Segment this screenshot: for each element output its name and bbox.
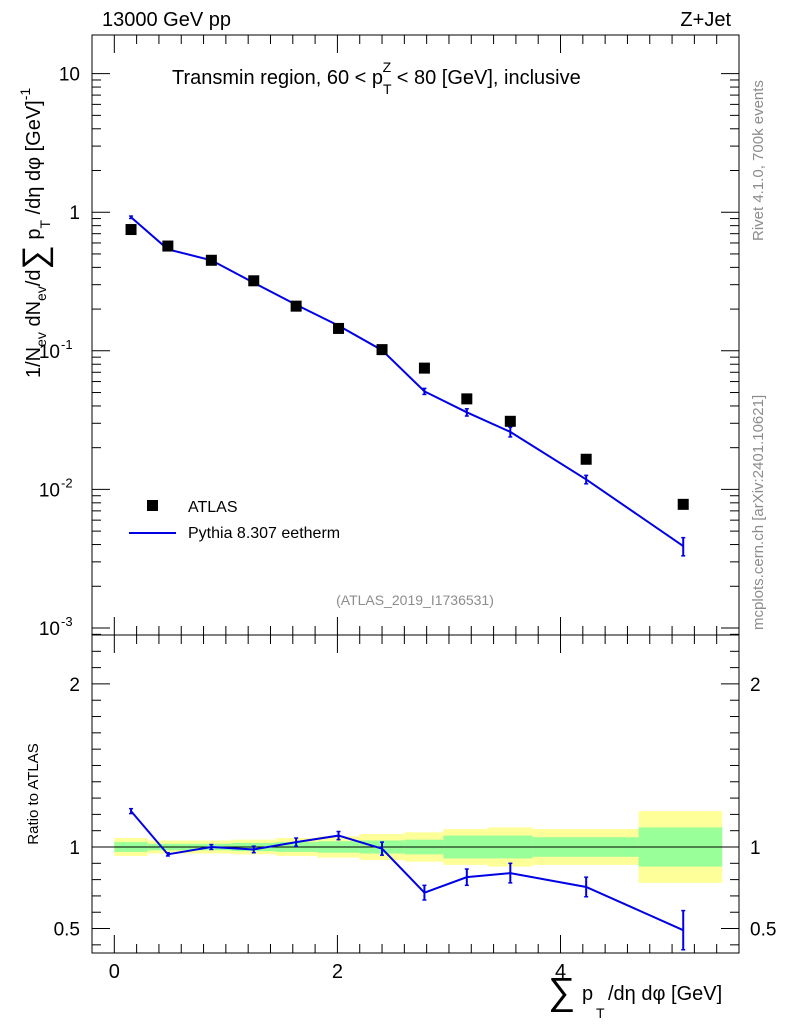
- side-label-bottom: mcplots.cern.ch [arXiv:2401.10621]: [750, 395, 767, 630]
- main-ytick-label: 10: [39, 342, 60, 363]
- atlas-point: [290, 300, 302, 312]
- xtick-label: 0: [109, 961, 120, 983]
- main-ytick-exponent: -3: [61, 614, 73, 629]
- ratio-ytick-label-left: 0.5: [54, 920, 80, 941]
- atlas-point: [333, 322, 345, 334]
- ratio-ytick-label-right: 2: [750, 675, 761, 696]
- ratio-ytick-label-right: 1: [750, 838, 761, 859]
- title-prefix: Transmin region, 60 < p: [172, 67, 383, 89]
- ylabel-part1: 1/N: [23, 347, 45, 378]
- atlas-point: [504, 415, 516, 427]
- main-ytick-exponent: -1: [61, 337, 73, 352]
- atlas-point: [418, 362, 430, 374]
- title-sub: T: [383, 81, 392, 97]
- legend-mc-label: Pythia 8.307 eetherm: [188, 525, 340, 542]
- ratio-mc-line: [130, 810, 684, 932]
- ylabel-part4: p: [23, 229, 45, 246]
- legend: ATLAS Pythia 8.307 eetherm: [129, 499, 340, 542]
- xlabel-rest: /dη dφ [GeV]: [608, 983, 722, 1005]
- atlas-point: [677, 498, 689, 510]
- plot-title: Transmin region, 60 < pTZ < 80 [GeV], in…: [172, 59, 581, 97]
- ylabel-ev1: ev: [33, 332, 49, 347]
- ratio-ytick-label-left: 2: [69, 675, 80, 696]
- watermark: (ATLAS_2019_I1736531): [336, 592, 494, 608]
- ylabel-sum: ∑: [16, 245, 54, 269]
- header-right: Z+Jet: [680, 9, 731, 31]
- main-ytick-label: 10: [39, 619, 60, 640]
- main-ylabel: 1/Nev dNev/d∑ pT /dη dφ [GeV]-1: [16, 88, 54, 378]
- ratio-ytick-label-right: 0.5: [750, 920, 776, 941]
- title-sup: Z: [383, 59, 392, 75]
- atlas-point: [461, 393, 473, 405]
- main-ytick-label: 10: [59, 65, 80, 86]
- xlabel: ∑ p T /dη dφ [GeV]: [548, 971, 722, 1021]
- ylabel-sup: -1: [17, 88, 33, 101]
- xlabel-p: p: [582, 983, 593, 1005]
- title-suffix: < 80 [GeV], inclusive: [391, 67, 581, 89]
- ratio-bands: [92, 811, 739, 883]
- svg-text:1/Nev dNev/d∑ pT /dη dφ [GeV]: 1/Nev dNev/d∑ pT /dη dφ [GeV]-1: [16, 88, 54, 378]
- xtick-label: 4: [555, 961, 566, 983]
- ylabel-part3: /d: [23, 269, 45, 286]
- atlas-point: [376, 344, 388, 356]
- ratio-panel-frame: [91, 634, 740, 954]
- legend-atlas-label: ATLAS: [188, 499, 238, 516]
- main-ytick-exponent: -2: [61, 475, 73, 490]
- header-left: 13000 GeV pp: [102, 9, 231, 31]
- ylabel-sub-t: T: [37, 220, 53, 229]
- ratio-ylabel: Ratio to ATLAS: [25, 743, 42, 844]
- side-label-top: Rivet 4.1.0, 700k events: [750, 80, 767, 241]
- xlabel-sum: ∑: [548, 971, 575, 1013]
- main-ytick-label: 10: [39, 480, 60, 501]
- mc-line: [130, 216, 684, 547]
- ylabel-ev2: ev: [33, 286, 49, 301]
- main-ytick-label: 1: [69, 203, 80, 224]
- ylabel-part5: /dη dφ [GeV]: [23, 100, 45, 220]
- marks: [125, 215, 689, 951]
- atlas-point: [205, 254, 217, 266]
- atlas-point: [125, 224, 137, 236]
- legend-atlas-marker: [147, 500, 158, 511]
- main-panel-frame: [91, 34, 740, 636]
- atlas-point: [580, 453, 592, 465]
- xlabel-t: T: [596, 1005, 605, 1021]
- ylabel-part2: dN: [23, 301, 45, 332]
- atlas-point: [248, 275, 260, 287]
- xtick-label: 2: [332, 961, 343, 983]
- atlas-point: [162, 240, 174, 252]
- ratio-ytick-label-left: 1: [69, 838, 80, 859]
